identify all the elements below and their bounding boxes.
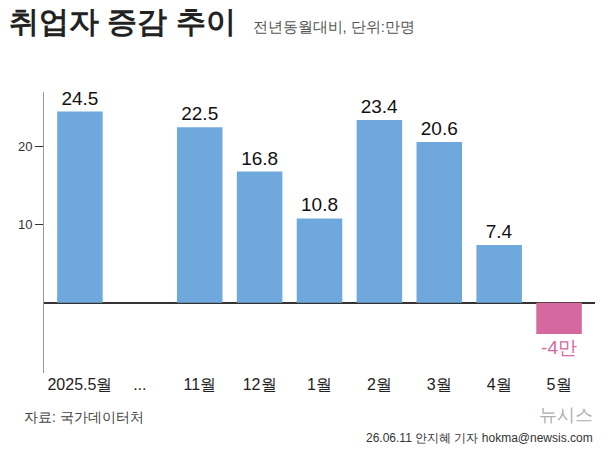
svg-text:10: 10 — [18, 217, 32, 232]
svg-text:12월: 12월 — [243, 376, 277, 393]
svg-text:22.5: 22.5 — [181, 103, 218, 124]
svg-text:5월: 5월 — [547, 376, 572, 393]
svg-text:16.8: 16.8 — [241, 148, 278, 169]
svg-text:24.5: 24.5 — [61, 88, 98, 109]
svg-text:26.06.11 안지혜 기자 hokma@newsis.c: 26.06.11 안지혜 기자 hokma@newsis.com — [366, 431, 593, 445]
svg-text:1월: 1월 — [307, 376, 332, 393]
svg-text:23.4: 23.4 — [361, 96, 398, 117]
svg-text:4월: 4월 — [487, 376, 512, 393]
svg-text:11월: 11월 — [183, 376, 216, 393]
svg-text:3월: 3월 — [427, 376, 452, 393]
svg-text:취업자 증감 추이 전년동월대비, 단위:만명: 취업자 증감 추이 전년동월대비, 단위:만명 — [9, 5, 415, 38]
svg-text:2월: 2월 — [367, 376, 392, 393]
svg-text:10.8: 10.8 — [301, 194, 338, 215]
svg-text:뉴시스: 뉴시스 — [539, 405, 593, 425]
svg-text:20.6: 20.6 — [421, 118, 458, 139]
svg-text:20: 20 — [18, 139, 32, 154]
svg-text:2025.5월: 2025.5월 — [47, 376, 112, 393]
svg-text:자료: 국가데이터처: 자료: 국가데이터처 — [24, 409, 144, 425]
svg-text:-4만: -4만 — [541, 337, 577, 358]
svg-text:7.4: 7.4 — [486, 221, 513, 242]
svg-text:...: ... — [133, 376, 146, 393]
